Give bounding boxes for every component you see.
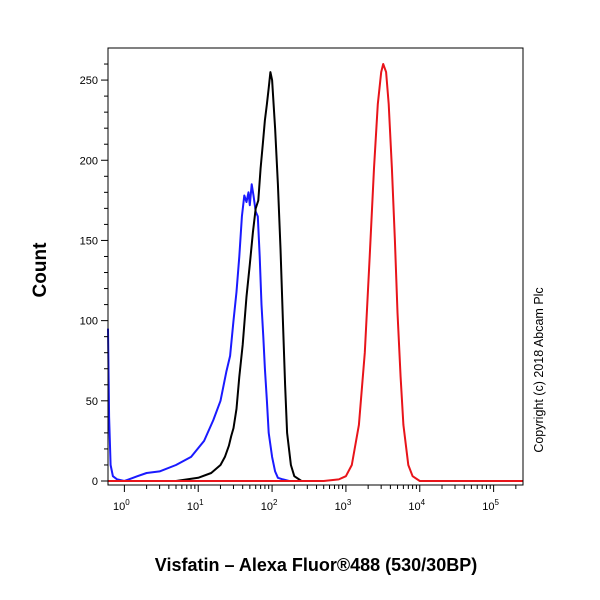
series-line-2	[108, 71, 317, 482]
y-tick-label: 200	[80, 155, 98, 167]
series-line-1	[107, 183, 308, 482]
series-layer	[107, 63, 523, 482]
y-tick-label: 100	[80, 316, 98, 328]
y-tick-label: 50	[86, 396, 98, 408]
y-axis-ticks: 0 50 100 150 200 250	[80, 63, 108, 488]
series-line-3	[108, 63, 523, 482]
y-tick-label: 150	[80, 235, 98, 247]
y-tick-label: 0	[92, 476, 98, 488]
x-axis-ticks: 100 101 102 103 104 105	[113, 485, 517, 513]
x-axis-label: Visfatin – Alexa Fluor®488 (530/30BP)	[155, 555, 477, 575]
plot-frame	[107, 47, 524, 486]
copyright-annotation: Copyright (c) 2018 Abcam Plc	[532, 287, 546, 452]
y-tick-label: 250	[80, 75, 98, 87]
y-axis-label: Count	[30, 242, 51, 298]
